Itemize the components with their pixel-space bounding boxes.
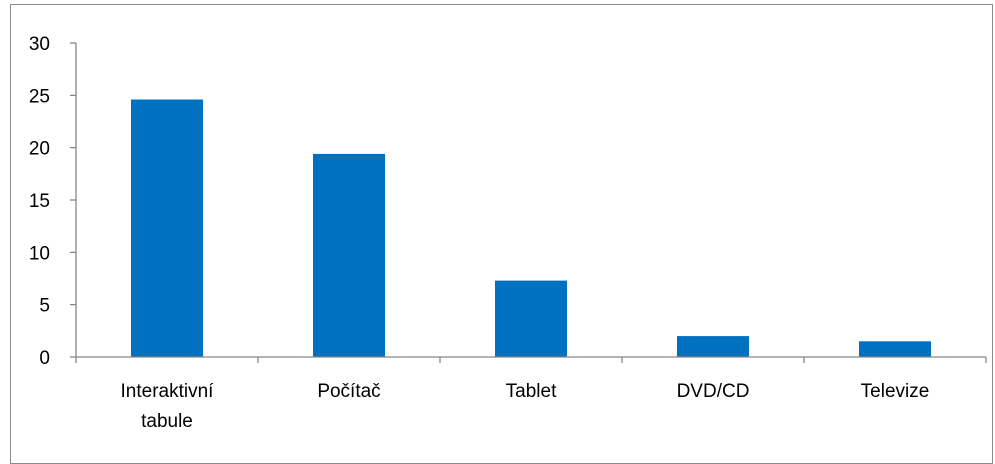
x-tick-label-4: Televize bbox=[861, 381, 930, 402]
bar-4 bbox=[859, 341, 931, 357]
y-tick-label-5: 25 bbox=[29, 86, 50, 107]
y-tick-label-6: 30 bbox=[29, 34, 50, 55]
y-tick-label-4: 20 bbox=[29, 139, 50, 160]
bar-3 bbox=[677, 336, 749, 357]
bars-group bbox=[131, 99, 931, 357]
x-tick-label-0: Interaktivní tabule bbox=[121, 381, 215, 432]
y-tick-labels: 0 5 10 15 20 25 30 bbox=[29, 34, 50, 369]
y-tick-label-0: 0 bbox=[39, 348, 50, 369]
x-tick-label-3: DVD/CD bbox=[677, 381, 750, 402]
x-tick-label-2: Tablet bbox=[506, 381, 557, 402]
bar-0 bbox=[131, 99, 203, 357]
y-tick-label-2: 10 bbox=[29, 243, 50, 264]
y-tick-label-3: 15 bbox=[29, 191, 50, 212]
bar-1 bbox=[313, 153, 385, 357]
axes-group bbox=[70, 42, 987, 363]
bar-chart: 0 5 10 15 20 25 30 Interaktivní tabule Počítač Ta… bbox=[29, 34, 987, 432]
bar-2 bbox=[495, 280, 567, 357]
x-tick-label-1: Počítač bbox=[317, 381, 380, 402]
x-tick-labels: Interaktivní tabule Počítač Tablet DVD/CD Tel… bbox=[121, 381, 930, 432]
y-tick-label-1: 5 bbox=[39, 296, 50, 317]
